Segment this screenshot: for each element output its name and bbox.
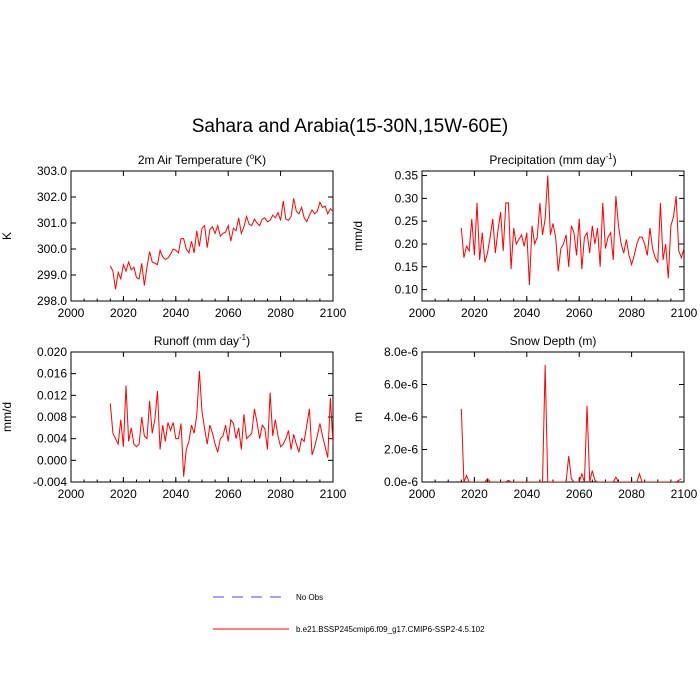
x-tick-label: 2020 [461, 306, 488, 320]
y-tick-label: 0.15 [395, 260, 419, 274]
y-tick-label: 0.004 [37, 432, 67, 446]
x-tick-label: 2060 [566, 487, 593, 501]
x-tick-label: 2060 [566, 306, 593, 320]
y-tick-label: 0.000 [37, 453, 67, 467]
x-tick-label: 2000 [58, 487, 85, 501]
y-tick-label: 2.0e-6 [384, 443, 418, 457]
x-tick-label: 2040 [513, 306, 540, 320]
y-axis-label: mm/d [351, 221, 365, 251]
series-line [109, 370, 333, 477]
x-tick-label: 2020 [461, 487, 488, 501]
series-line [109, 198, 333, 290]
x-tick-label: 2100 [671, 306, 698, 320]
x-tick-label: 2020 [110, 487, 137, 501]
y-tick-label: 0.016 [37, 367, 67, 381]
y-axis-label: K [0, 232, 14, 240]
y-tick-label: 0.0e-6 [384, 475, 418, 489]
y-tick-label: 0.25 [395, 214, 419, 228]
y-tick-label: 8.0e-6 [384, 345, 418, 359]
y-tick-label: 0.012 [37, 388, 67, 402]
x-tick-label: 2080 [618, 487, 645, 501]
panel-precipitation: Precipitation (mm day-1) mm/d 2000 2020 2040… [351, 152, 698, 320]
series-line [460, 364, 682, 482]
x-tick-label: 2100 [320, 306, 347, 320]
panel-title: 2m Air Temperature (oK) [138, 152, 266, 167]
plot-frame [421, 170, 685, 302]
x-tick-label: 2000 [409, 306, 436, 320]
panel-snow-depth: Snow Depth (m) m 2000 2020 2040 2060 2080 2100 0… [351, 334, 698, 501]
x-tick-label: 2040 [162, 487, 189, 501]
legend: No Obs b.e21.BSSP245cmip6.f09_g17.CMIP6-… [213, 593, 485, 634]
x-tick-label: 2040 [162, 306, 189, 320]
panel-runoff: Runoff (mm day-1) mm/d 2000 2020 2040 2060 208… [0, 333, 347, 501]
x-tick-label: 2100 [320, 487, 347, 501]
y-tick-label: 0.30 [395, 191, 419, 205]
y-tick-label: 298.0 [37, 294, 67, 308]
plot-frame [70, 351, 334, 483]
x-tick-label: 2100 [671, 487, 698, 501]
y-tick-label: 0.35 [395, 169, 419, 183]
x-tick-label: 2000 [58, 306, 85, 320]
x-tick-label: 2020 [110, 306, 137, 320]
panel-air-temperature: 2m Air Temperature (oK) K 2000 2020 2040 2060… [0, 152, 347, 320]
x-tick-label: 2060 [215, 487, 242, 501]
y-tick-label: 302.0 [37, 190, 67, 204]
plot-frame [70, 170, 334, 302]
y-tick-label: 300.0 [37, 242, 67, 256]
y-tick-label: 6.0e-6 [384, 378, 418, 392]
x-tick-label: 2000 [409, 487, 436, 501]
x-tick-label: 2060 [215, 306, 242, 320]
y-tick-label: 0.008 [37, 410, 67, 424]
x-tick-label: 2080 [618, 306, 645, 320]
y-tick-label: -0.004 [33, 475, 67, 489]
x-tick-label: 2080 [267, 306, 294, 320]
y-tick-label: 299.0 [37, 268, 67, 282]
y-tick-label: 301.0 [37, 216, 67, 230]
y-tick-label: 4.0e-6 [384, 410, 418, 424]
y-axis-label: m [351, 412, 365, 422]
y-tick-label: 0.10 [395, 283, 419, 297]
y-tick-label: 0.20 [395, 237, 419, 251]
y-tick-label: 0.020 [37, 345, 67, 359]
legend-label-no-obs: No Obs [296, 593, 323, 602]
y-axis-label: mm/d [0, 402, 14, 432]
page-title: Sahara and Arabia(15-30N,15W-60E) [191, 116, 509, 137]
series-line [460, 175, 684, 286]
legend-label-model: b.e21.BSSP245cmip6.f09_g17.CMIP6-SSP2-4.… [296, 625, 485, 634]
panel-title: Runoff (mm day-1) [154, 333, 250, 348]
x-tick-label: 2080 [267, 487, 294, 501]
x-tick-label: 2040 [513, 487, 540, 501]
panel-title: Precipitation (mm day-1) [489, 152, 616, 167]
y-tick-label: 303.0 [37, 164, 67, 178]
panel-title: Snow Depth (m) [510, 334, 597, 348]
